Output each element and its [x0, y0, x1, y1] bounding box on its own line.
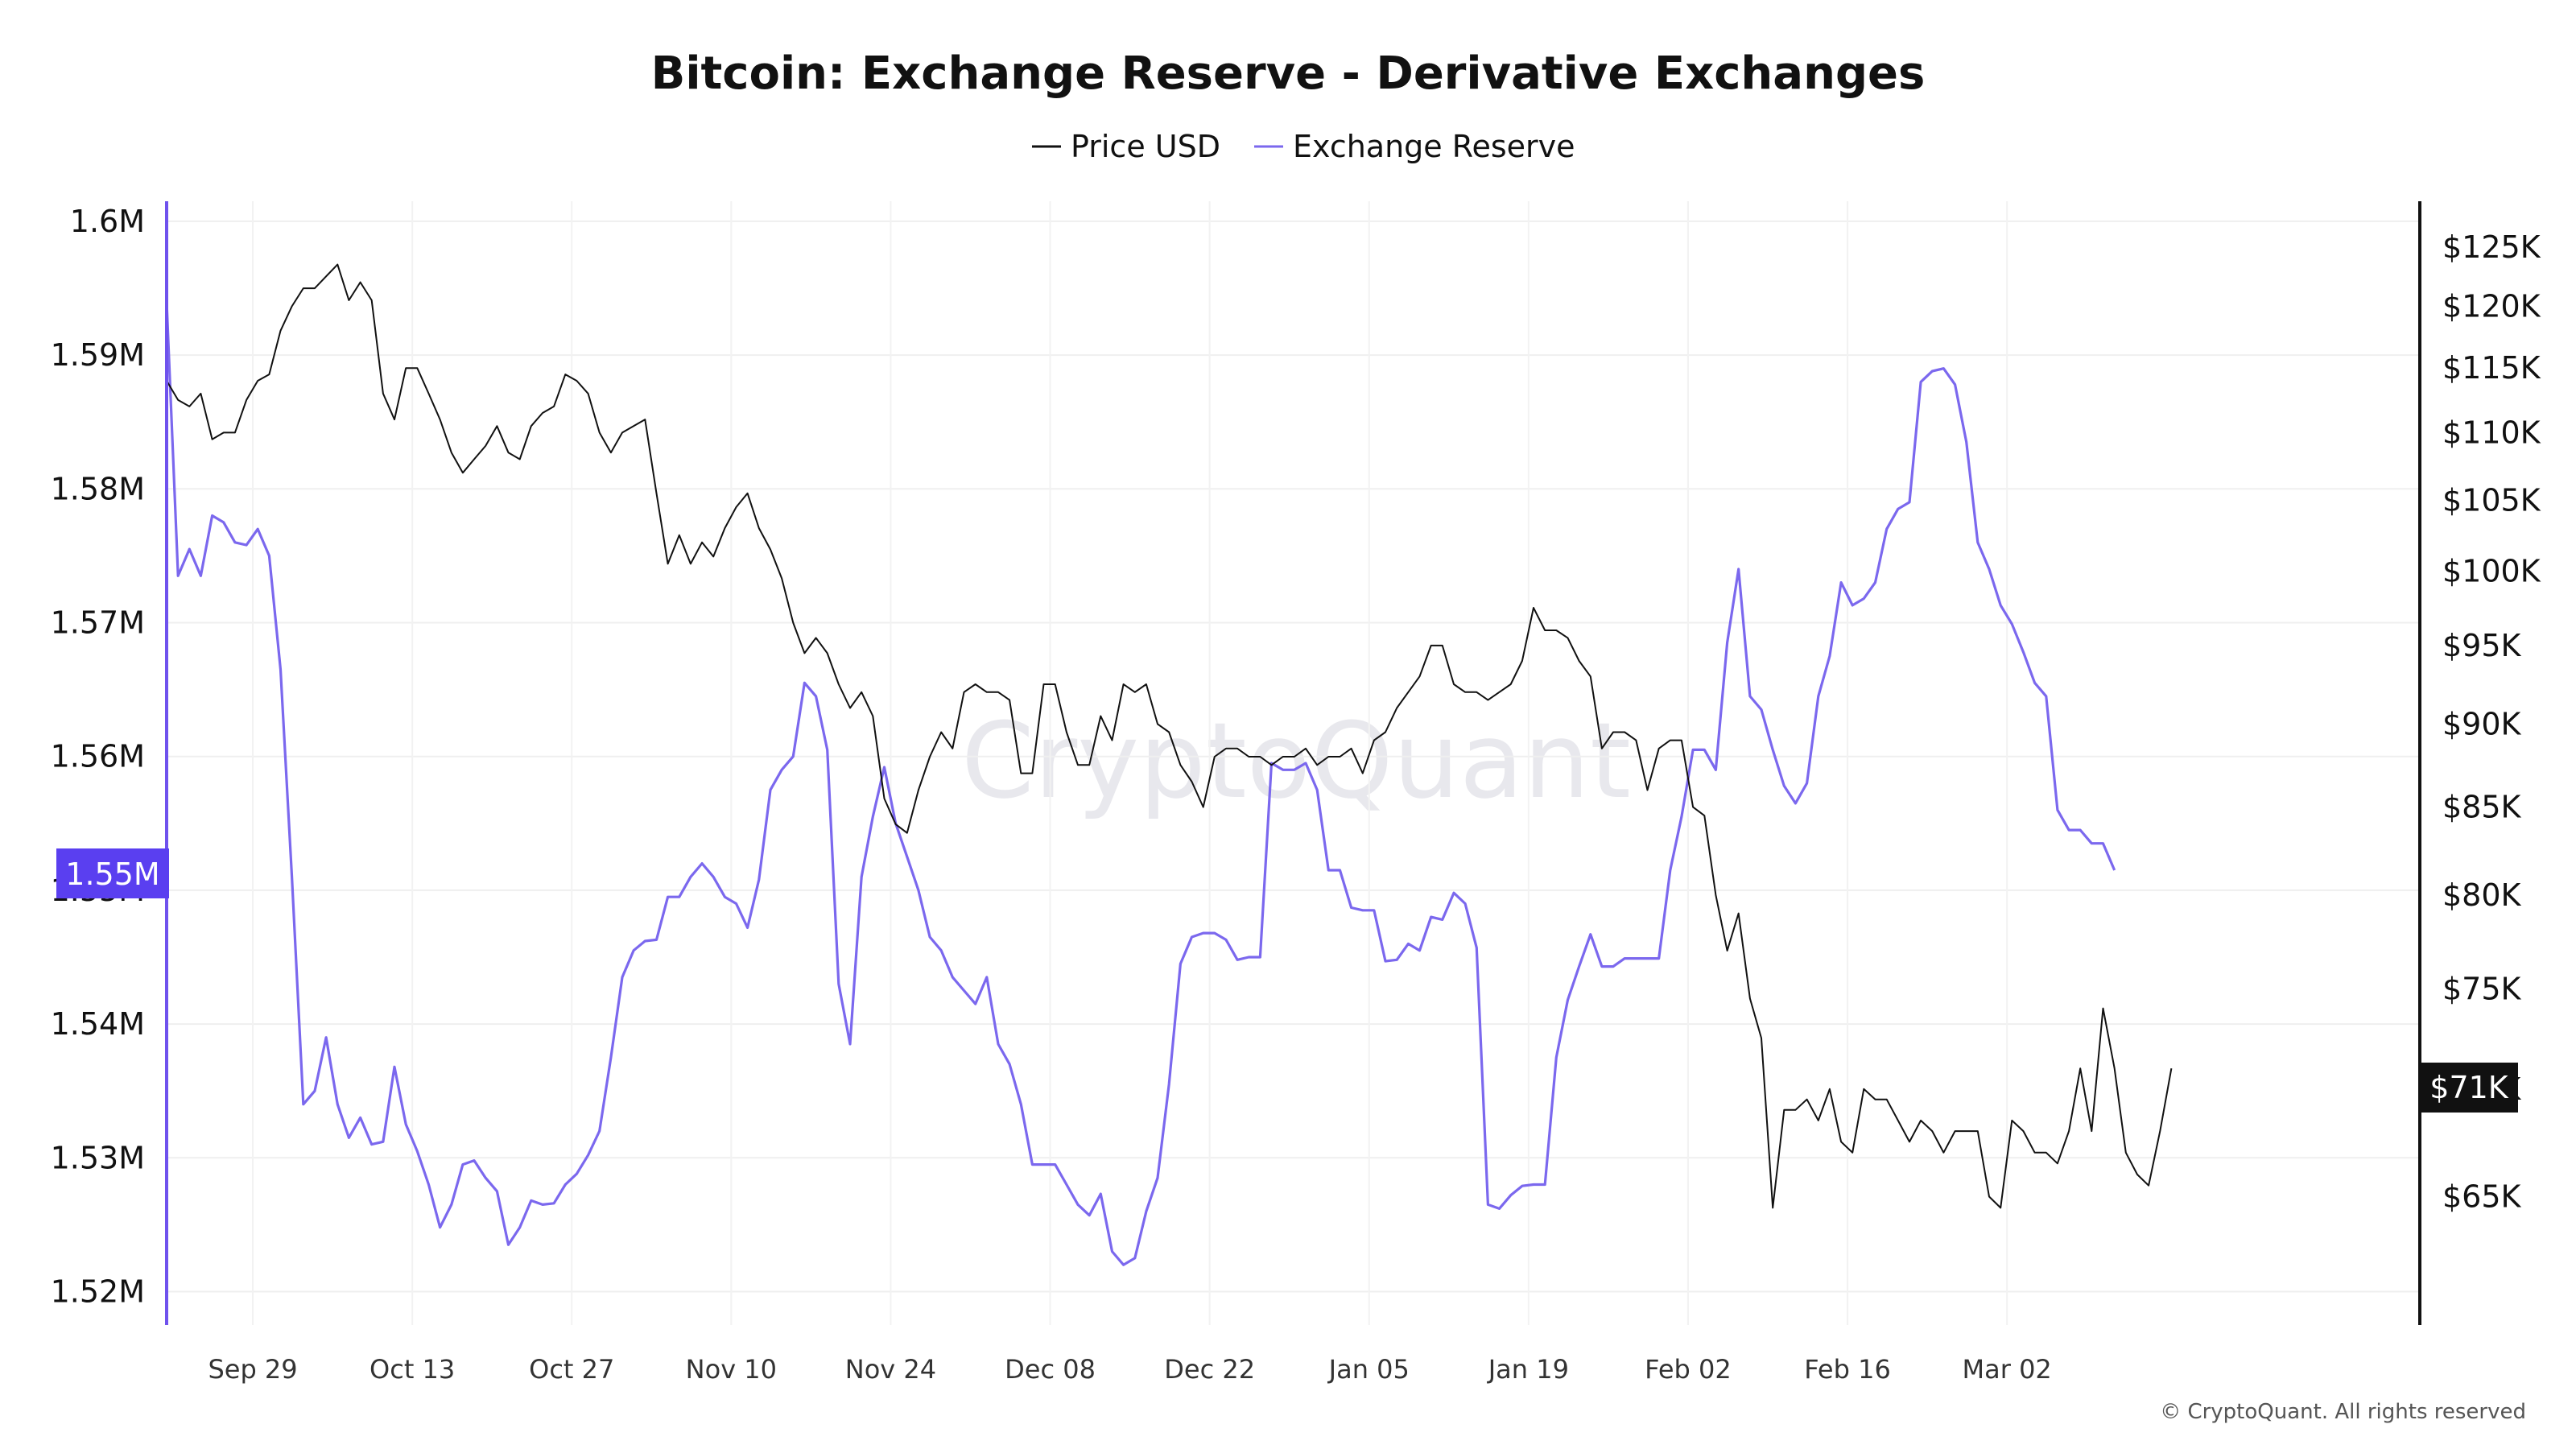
chart-title: Bitcoin: Exchange Reserve - Derivative E… — [651, 47, 1926, 100]
right-tick-label: $85K — [2442, 790, 2522, 825]
right-tick-label: $115K — [2442, 350, 2541, 386]
left-tick-label: 1.52M — [51, 1274, 145, 1309]
series-line-exchange-reserve[interactable] — [165, 301, 2116, 1266]
right-tick-label: $125K — [2442, 229, 2541, 265]
x-tick-label: Dec 08 — [1005, 1354, 1096, 1385]
right-tick-label: $75K — [2442, 971, 2522, 1006]
right-tick-label: $90K — [2442, 706, 2522, 741]
left-badge-label: 1.55M — [65, 857, 159, 892]
left-tick-label: 1.59M — [51, 337, 145, 373]
right-tick-label: $65K — [2442, 1179, 2522, 1215]
left-tick-label: 1.53M — [51, 1140, 145, 1175]
right-tick-label: $95K — [2442, 628, 2522, 663]
x-tick-label: Feb 16 — [1804, 1354, 1891, 1385]
copyright-notice: © CryptoQuant. All rights reserved — [2160, 1400, 2526, 1424]
right-tick-label: $105K — [2442, 482, 2541, 518]
left-tick-label: 1.6M — [70, 204, 145, 239]
x-axis-ticks: Sep 29 Oct 13 Oct 27 Nov 10 Nov 24 Dec 08 Dec … — [208, 1354, 2051, 1385]
watermark: CryptoQuant — [961, 700, 1631, 822]
x-tick-label: Jan 19 — [1487, 1354, 1569, 1385]
series-line-price-usd[interactable] — [166, 263, 2173, 1209]
legend-price-label[interactable]: Price USD — [1071, 129, 1220, 164]
left-tick-label: 1.58M — [51, 471, 145, 506]
left-last-value-badge: 1.55M — [56, 848, 169, 898]
x-tick-label: Mar 02 — [1963, 1354, 2052, 1385]
x-tick-label: Oct 13 — [369, 1354, 455, 1385]
left-badge-bg — [56, 848, 169, 898]
right-tick-label: $100K — [2442, 553, 2541, 588]
right-tick-label: $120K — [2442, 288, 2541, 324]
legend-reserve-label[interactable]: Exchange Reserve — [1293, 129, 1575, 164]
legend[interactable]: Price USD Exchange Reserve — [1032, 129, 1575, 164]
x-tick-label: Sep 29 — [208, 1354, 297, 1385]
right-last-value-badge: $71K — [2420, 1063, 2518, 1113]
right-tick-label: $110K — [2442, 415, 2541, 450]
x-tick-label: Nov 10 — [686, 1354, 777, 1385]
grid — [167, 201, 2420, 1325]
x-tick-label: Dec 22 — [1164, 1354, 1255, 1385]
x-tick-label: Oct 27 — [529, 1354, 614, 1385]
x-tick-label: Jan 05 — [1327, 1354, 1410, 1385]
left-tick-label: 1.54M — [51, 1006, 145, 1042]
left-tick-label: 1.56M — [51, 739, 145, 774]
right-axis-ticks: $125K $120K $115K $110K $105K $100K $95K $90K $8… — [2442, 229, 2541, 1215]
x-tick-label: Nov 24 — [845, 1354, 936, 1385]
right-badge-bg — [2420, 1063, 2518, 1113]
left-axis-ticks: 1.6M1.59M1.58M1.57M1.56M1.55M1.54M1.53M1… — [51, 204, 145, 1310]
left-tick-label: 1.57M — [51, 605, 145, 641]
right-badge-label: $71K — [2429, 1070, 2509, 1105]
x-tick-label: Feb 02 — [1645, 1354, 1732, 1385]
right-tick-label: $80K — [2442, 877, 2522, 913]
